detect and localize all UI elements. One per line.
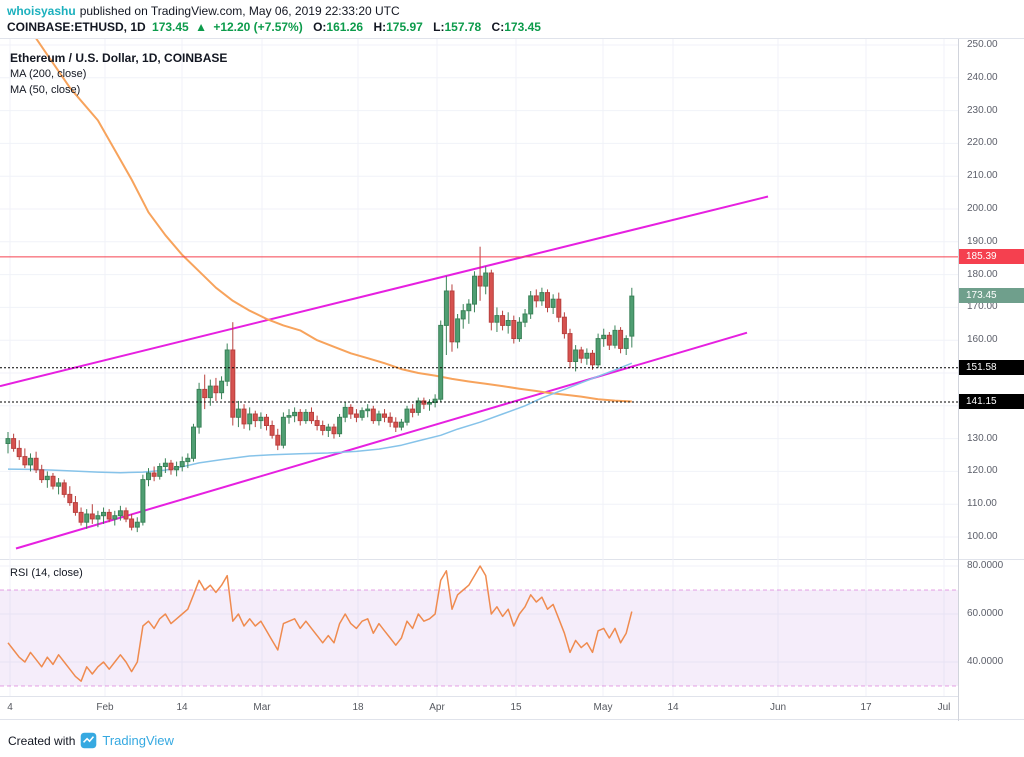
rsi-legend: RSI (14, close) xyxy=(10,567,83,579)
ohlc-low: L:157.78 xyxy=(433,20,481,34)
price-level-badge: 151.58 xyxy=(958,360,1024,375)
price-change: +12.20 (+7.57%) xyxy=(213,20,303,34)
time-tick: Feb xyxy=(96,702,114,713)
ohlc-close-label: C: xyxy=(491,20,505,34)
ohlc-low-value: 157.78 xyxy=(444,20,482,34)
price-tick: 220.00 xyxy=(967,137,998,148)
price-tick: 130.00 xyxy=(967,433,998,444)
time-tick: Mar xyxy=(253,702,271,713)
price-tick: 190.00 xyxy=(967,236,998,247)
last-price: 173.45 xyxy=(152,20,189,34)
time-tick: 14 xyxy=(667,702,679,713)
ohlc-close: C:173.45 xyxy=(492,20,541,34)
tradingview-brand[interactable]: TradingView xyxy=(102,733,174,748)
current-price-badge: 173.45 xyxy=(958,288,1024,303)
price-tick: 230.00 xyxy=(967,105,998,116)
rsi-pane[interactable] xyxy=(0,559,958,696)
price-level-badge: 185.39 xyxy=(958,249,1024,264)
publish-text: published on TradingView.com, May 06, 20… xyxy=(79,4,400,18)
rsi-tick: 80.0000 xyxy=(967,560,1004,571)
chart-title: Ethereum / U.S. Dollar, 1D, COINBASE xyxy=(10,51,228,65)
price-axis[interactable]: 250.00 240.00 230.00 220.00 210.00 200.00 190.… xyxy=(958,39,1024,559)
time-axis[interactable]: 4 Feb 14 Mar 18 Apr 15 May 14 Jun 17 Jul xyxy=(0,696,958,721)
ohlc-open-label: O: xyxy=(313,20,327,34)
price-tick: 200.00 xyxy=(967,203,998,214)
price-tick: 250.00 xyxy=(967,39,998,50)
time-tick: Apr xyxy=(429,702,445,713)
created-with-text: Created with xyxy=(8,733,76,748)
price-tick: 240.00 xyxy=(967,72,998,83)
price-tick: 170.00 xyxy=(967,301,998,312)
time-tick: 4 xyxy=(7,702,13,713)
ohlc-high-value: 175.97 xyxy=(386,20,423,34)
price-tick: 120.00 xyxy=(967,465,998,476)
tradingview-logo-icon xyxy=(81,732,97,749)
price-tick: 160.00 xyxy=(967,334,998,345)
ohlc-open-value: 161.26 xyxy=(326,20,364,34)
chart-area: Ethereum / U.S. Dollar, 1D, COINBASE MA … xyxy=(0,38,1024,721)
time-tick: 18 xyxy=(352,702,364,713)
publisher-link[interactable]: whoisyashu xyxy=(7,4,76,18)
time-tick: 17 xyxy=(860,702,872,713)
time-tick: May xyxy=(593,702,613,713)
ohlc-low-label: L: xyxy=(433,20,445,34)
price-pane[interactable] xyxy=(0,39,958,559)
price-level-badge: 141.15 xyxy=(958,394,1024,409)
price-tick: 180.00 xyxy=(967,269,998,280)
price-tick: 100.00 xyxy=(967,531,998,542)
chart-legend: Ethereum / U.S. Dollar, 1D, COINBASE MA … xyxy=(10,50,227,98)
rsi-tick: 40.0000 xyxy=(967,656,1004,667)
time-tick: Jun xyxy=(769,702,787,713)
price-tick: 110.00 xyxy=(967,498,997,509)
ma50-legend: MA (50, close) xyxy=(10,84,81,96)
ohlc-open: O:161.26 xyxy=(313,20,363,34)
ma200-legend: MA (200, close) xyxy=(10,68,87,80)
pane-separator[interactable] xyxy=(0,559,1024,560)
axis-separator xyxy=(958,39,959,721)
time-tick: 14 xyxy=(176,702,188,713)
symbol-info-bar: COINBASE:ETHUSD, 1D 173.45 ▲ +12.20 (+7.… xyxy=(7,20,544,34)
rsi-axis[interactable]: 80.0000 60.0000 40.0000 xyxy=(958,559,1024,696)
change-arrow-icon: ▲ xyxy=(195,20,207,34)
time-tick: 15 xyxy=(510,702,522,713)
ohlc-high-label: H: xyxy=(373,20,387,34)
footer: Created with TradingView xyxy=(8,732,174,749)
ohlc-close-value: 173.45 xyxy=(504,20,541,34)
symbol-name: COINBASE:ETHUSD, 1D xyxy=(7,20,146,34)
ohlc-high: H:175.97 xyxy=(373,20,422,34)
rsi-tick: 60.0000 xyxy=(967,608,1004,619)
time-tick: Jul xyxy=(937,702,951,713)
price-tick: 210.00 xyxy=(967,170,998,181)
publish-info-bar: whoisyashu published on TradingView.com, … xyxy=(7,4,400,18)
